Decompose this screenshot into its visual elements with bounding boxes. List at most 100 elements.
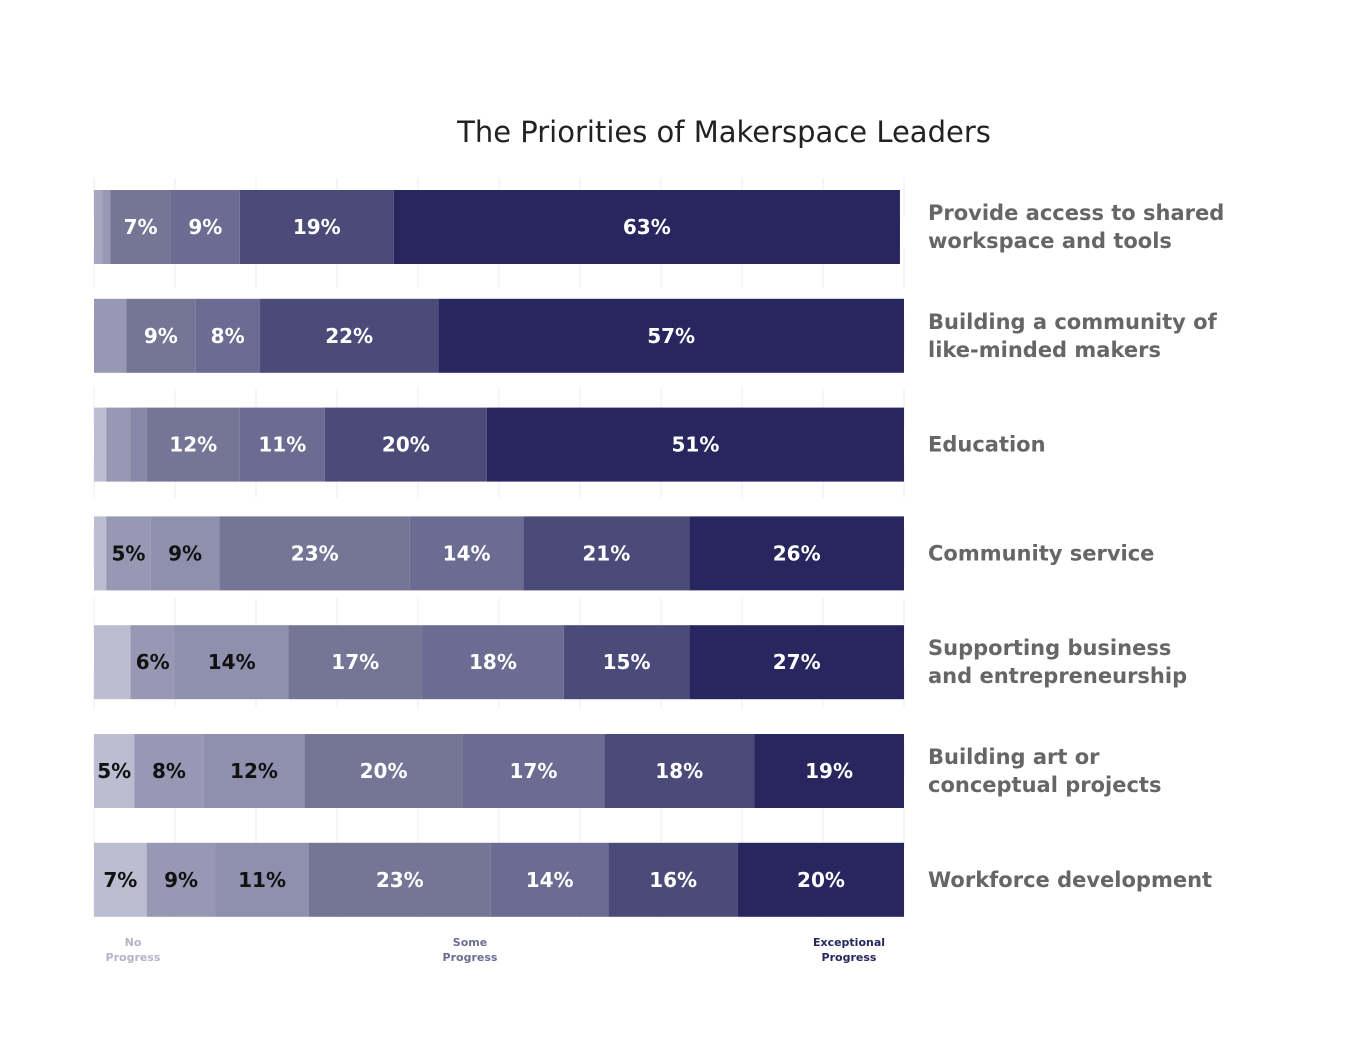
bar-segment <box>260 298 439 373</box>
bar-segment <box>239 407 325 482</box>
bar-row: 6% 14% 17% 18% 15% 27% <box>94 625 904 700</box>
bar-segment <box>754 734 904 808</box>
bar-segment <box>239 190 394 264</box>
segment-label: 16% <box>649 868 697 892</box>
category-label: Education <box>928 433 1046 457</box>
bar-segment <box>523 516 690 591</box>
category-label: Community service <box>928 541 1154 565</box>
category-label: Provide access to shared workspace and to… <box>928 201 1224 253</box>
bar-row: 9% 8% 22% 57% <box>94 298 904 373</box>
bar-segment <box>146 407 240 482</box>
bar-segment <box>106 407 131 482</box>
bar-segment <box>304 734 463 808</box>
bar-segment <box>689 625 904 700</box>
segment-label: 8% <box>211 324 245 348</box>
bar-segment <box>308 842 491 917</box>
bar-row: 5% 9% 23% 14% 21% 26% <box>94 516 904 591</box>
bar-segment <box>94 407 107 482</box>
segment-label: 11% <box>258 433 306 457</box>
segment-label: 57% <box>647 324 695 348</box>
bar-segment <box>126 298 196 373</box>
bar-segment <box>219 516 410 591</box>
segment-label: 14% <box>526 868 574 892</box>
category-label: Building art or conceptual projects <box>928 745 1161 797</box>
segment-label: 23% <box>291 541 339 565</box>
segment-label: 8% <box>152 759 186 783</box>
category-labels: Provide access to shared workspace and to… <box>928 201 1224 892</box>
segment-label: 5% <box>97 759 131 783</box>
bars-group: 7% 9% 19% 63% 9% 8% 22% 57% 12% 11% 20% 51% 5% 9% 23% 1… <box>94 190 904 917</box>
bar-segment <box>94 298 127 373</box>
bar-segment <box>462 734 605 808</box>
segment-label: 6% <box>136 650 170 674</box>
bar-segment <box>438 298 904 373</box>
category-label: Workforce development <box>928 868 1212 892</box>
bar-segment <box>563 625 690 700</box>
category-label: Supporting business and entrepreneurship <box>928 636 1187 688</box>
legend-item: Some Progress <box>443 936 498 964</box>
bar-row: 7% 9% 19% 63% <box>94 190 900 264</box>
segment-label: 5% <box>111 541 145 565</box>
bar-segment <box>393 190 900 264</box>
segment-label: 18% <box>655 759 703 783</box>
segment-label: 27% <box>773 650 821 674</box>
bar-segment <box>422 625 564 700</box>
segment-label: 63% <box>623 215 671 239</box>
bar-segment <box>288 625 423 700</box>
segment-label: 12% <box>230 759 278 783</box>
bar-segment <box>94 842 147 917</box>
segment-label: 19% <box>293 215 341 239</box>
bar-segment <box>175 625 289 700</box>
segment-label: 9% <box>144 324 178 348</box>
bar-row: 5% 8% 12% 20% 17% 18% 19% <box>94 734 904 808</box>
segment-label: 17% <box>331 650 379 674</box>
segment-label: 19% <box>805 759 853 783</box>
bar-segment <box>134 734 204 808</box>
segment-label: 7% <box>103 868 137 892</box>
segment-label: 18% <box>469 650 517 674</box>
segment-label: 23% <box>376 868 424 892</box>
bar-segment <box>608 842 738 917</box>
segment-label: 51% <box>671 433 719 457</box>
category-label: Building a community of like-minded maker… <box>928 310 1218 362</box>
segment-label: 17% <box>509 759 557 783</box>
bar-segment <box>689 516 904 591</box>
bar-segment <box>737 842 904 917</box>
bar-segment <box>324 407 487 482</box>
bar-segment <box>102 190 111 264</box>
segment-label: 11% <box>238 868 286 892</box>
bar-segment <box>490 842 609 917</box>
bar-segment <box>604 734 755 808</box>
bar-segment <box>146 842 216 917</box>
legend-item: Exceptional Progress <box>813 936 885 964</box>
segment-label: 20% <box>382 433 430 457</box>
bar-segment <box>94 734 135 808</box>
segment-label: 22% <box>325 324 373 348</box>
bar-segment <box>110 190 171 264</box>
chart-title: The Priorities of Makerspace Leaders <box>456 115 991 149</box>
progress-legend: No Progress Some Progress Exceptional Progres… <box>106 936 885 964</box>
segment-label: 26% <box>773 541 821 565</box>
segment-label: 15% <box>603 650 651 674</box>
segment-label: 9% <box>188 215 222 239</box>
bar-segment <box>150 516 220 591</box>
bar-segment <box>170 190 240 264</box>
segment-label: 20% <box>360 759 408 783</box>
bar-segment <box>94 625 131 700</box>
segment-label: 12% <box>169 433 217 457</box>
segment-label: 21% <box>582 541 630 565</box>
bar-segment <box>195 298 261 373</box>
segment-label: 14% <box>443 541 491 565</box>
bar-segment <box>486 407 904 482</box>
segment-label: 9% <box>168 541 202 565</box>
bar-row: 7% 9% 11% 23% 14% 16% 20% <box>94 842 904 917</box>
segment-label: 9% <box>164 868 198 892</box>
bar-segment <box>203 734 305 808</box>
bar-segment <box>409 516 524 591</box>
bar-segment <box>94 190 103 264</box>
legend-item: No Progress <box>106 936 161 964</box>
bar-segment <box>130 407 147 482</box>
bar-segment <box>106 516 151 591</box>
bar-row: 12% 11% 20% 51% <box>94 407 904 482</box>
